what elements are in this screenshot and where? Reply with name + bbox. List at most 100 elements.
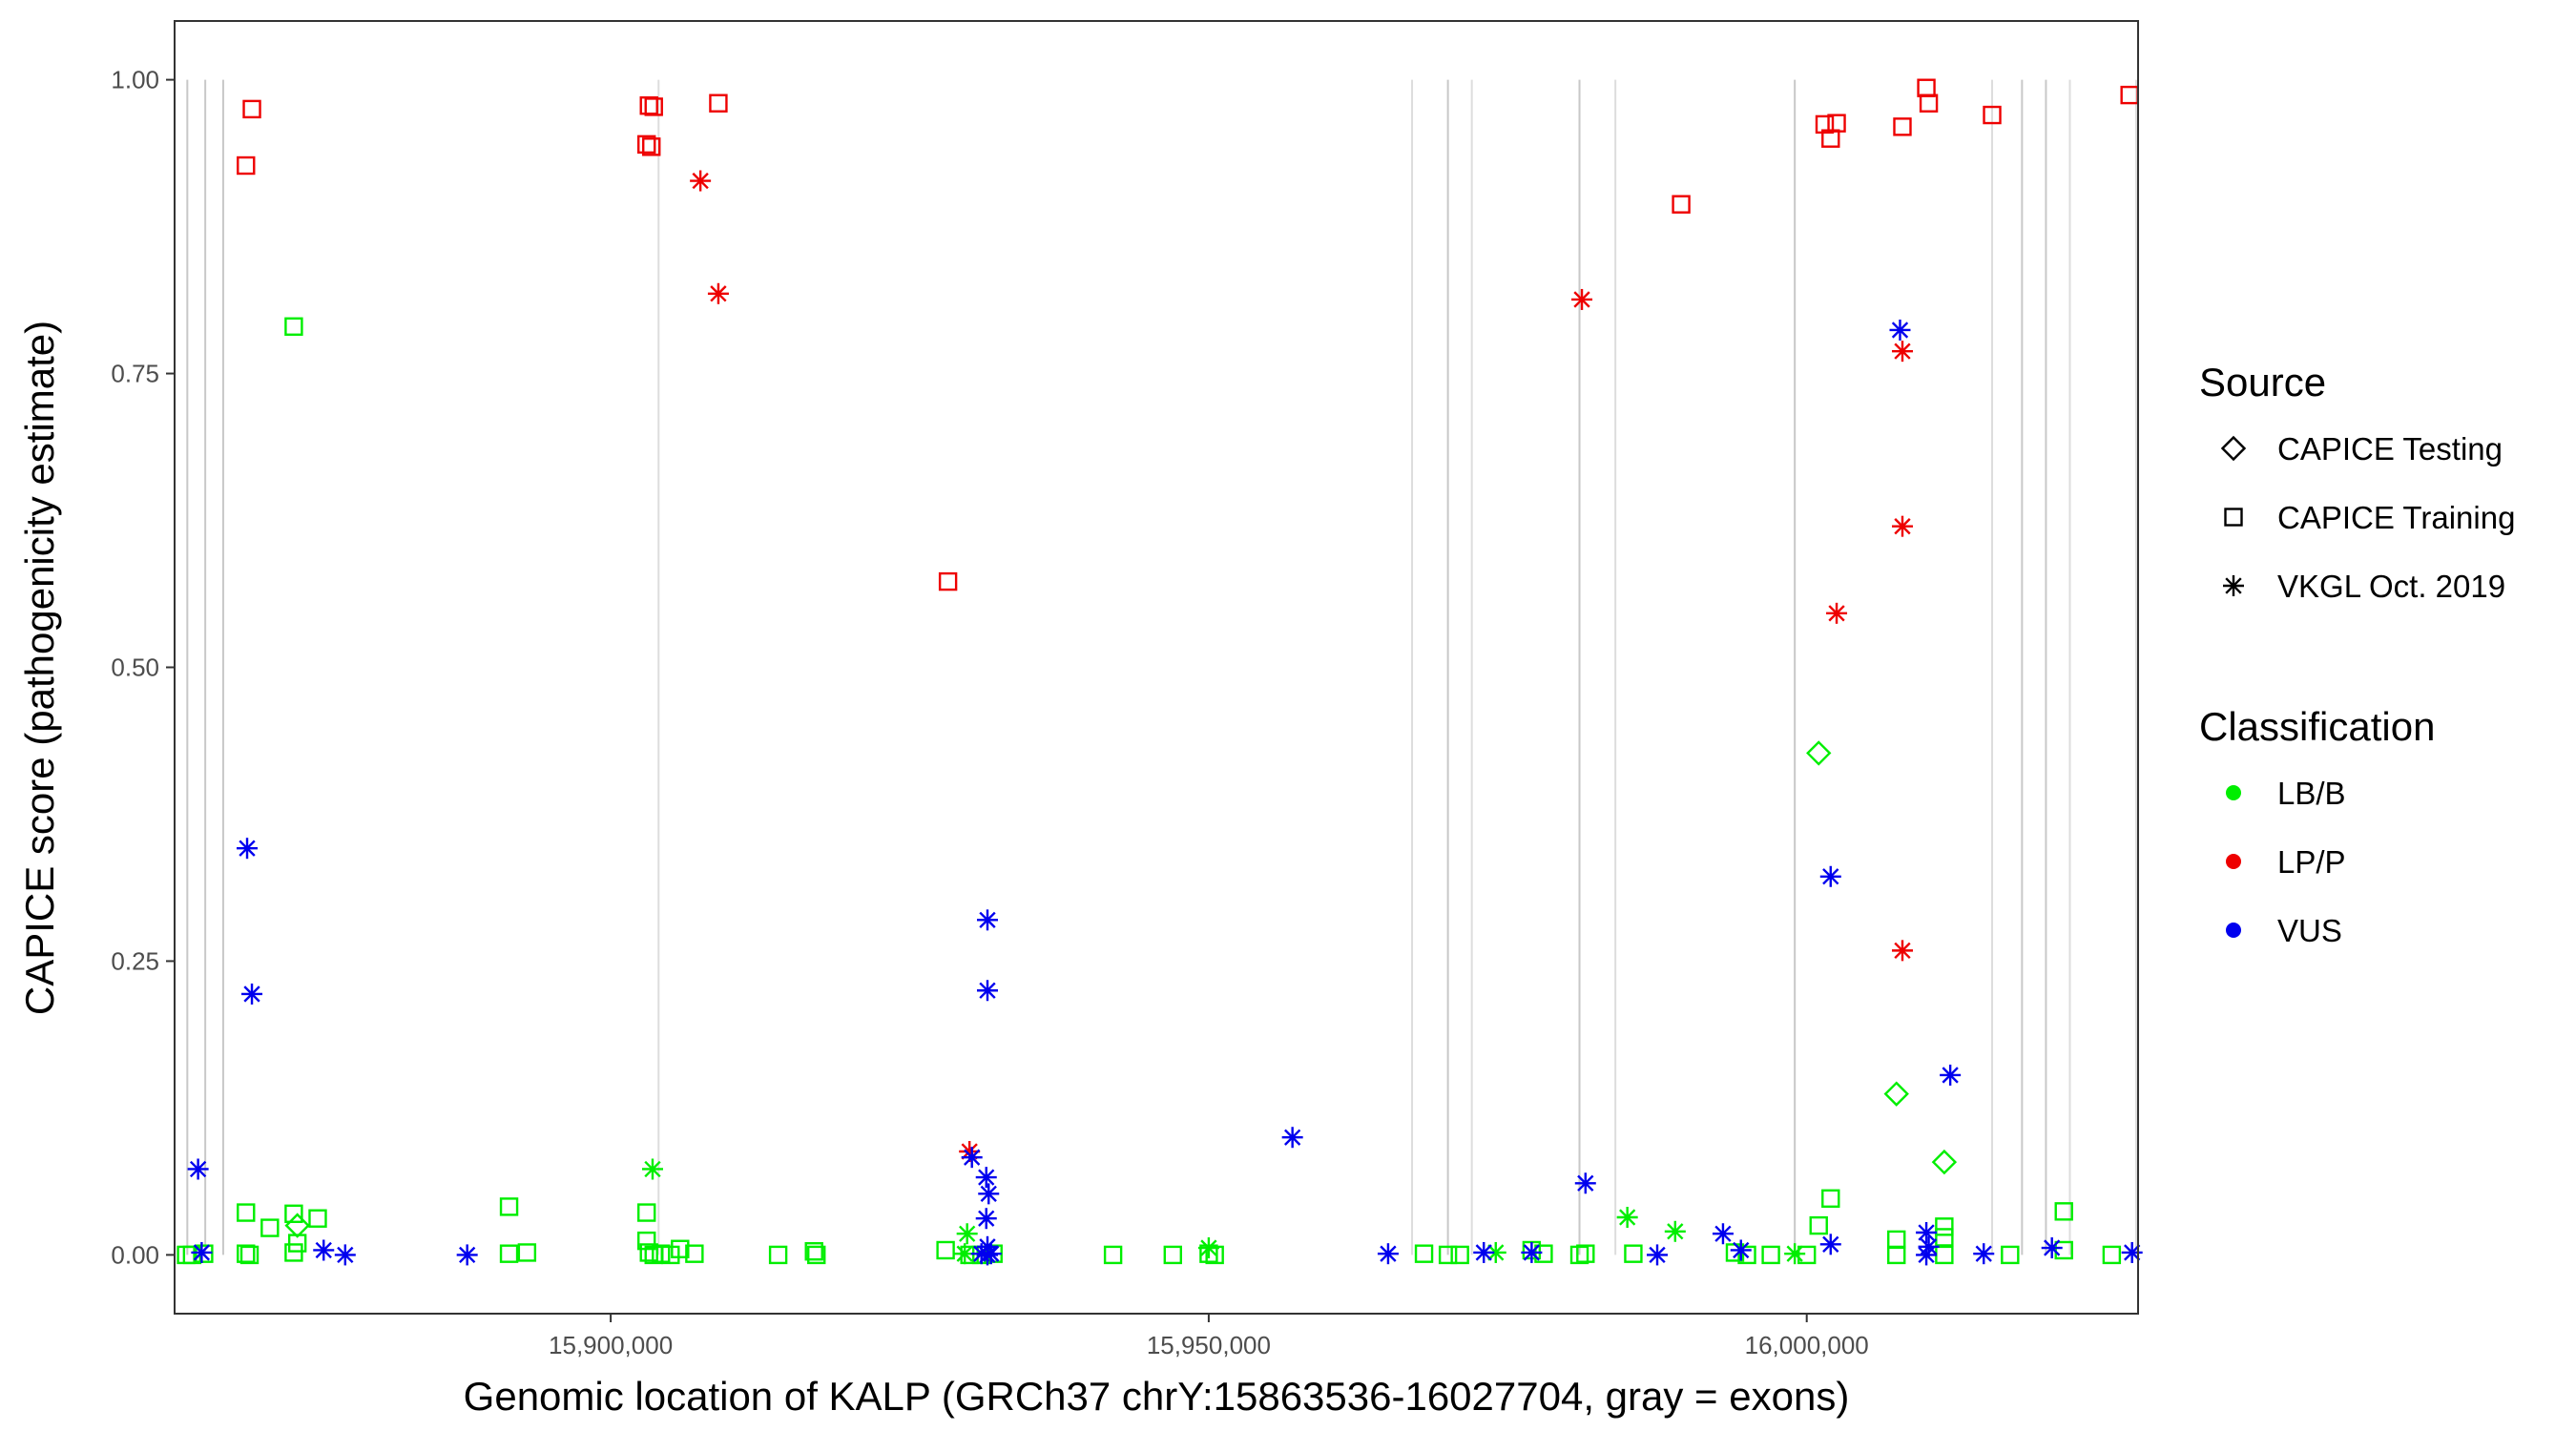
y-tick-label: 0.25 [111, 946, 159, 975]
legend-label: LP/P [2277, 844, 2346, 880]
data-point [2054, 1202, 2073, 1221]
legend-title: Classification [2199, 704, 2435, 749]
legend-title: Source [2199, 360, 2326, 404]
data-point [1737, 1245, 1756, 1265]
data-point [1935, 1217, 1954, 1236]
data-point [1473, 1241, 1495, 1263]
data-point [642, 137, 661, 156]
data-point [195, 1244, 214, 1263]
data-point [334, 1244, 356, 1266]
data-point [1574, 1172, 1596, 1194]
data-point [237, 1203, 256, 1222]
legend: Source CAPICE Testing CAPICE Training VKGL … [2199, 360, 2515, 948]
data-point [1916, 1244, 1938, 1266]
data-point [1931, 1149, 1958, 1175]
data-point [641, 1158, 663, 1180]
legend-label: LB/B [2277, 776, 2346, 811]
data-point [1534, 1244, 1553, 1263]
data-point [308, 1209, 327, 1228]
data-point [1889, 319, 1911, 341]
data-point [187, 1158, 209, 1180]
data-point [313, 1239, 335, 1261]
legend-label: CAPICE Testing [2277, 431, 2503, 467]
data-point [1887, 1245, 1906, 1265]
data-point [804, 1242, 823, 1261]
data-point [284, 1204, 303, 1223]
data-point [980, 1243, 1002, 1265]
data-point [961, 1147, 983, 1169]
data-point [1819, 865, 1841, 887]
data-point [1973, 1243, 1995, 1265]
data-point [1940, 1064, 1962, 1086]
data-point [1569, 1245, 1589, 1265]
data-point [1197, 1237, 1219, 1259]
data-point [1893, 117, 1912, 136]
data-point [1521, 1241, 1543, 1263]
legend-key [2226, 923, 2241, 938]
legend-key [2226, 854, 2241, 869]
x-tick-label: 15,950,000 [1147, 1331, 1271, 1359]
legend-key [2223, 575, 2244, 596]
data-point [284, 1213, 310, 1238]
data-point [936, 1240, 955, 1260]
data-point [1103, 1245, 1123, 1265]
data-point [639, 1243, 658, 1262]
data-point [1809, 1215, 1828, 1235]
data-point [284, 317, 303, 336]
data-point [1163, 1245, 1182, 1265]
data-point [1438, 1245, 1458, 1265]
y-axis: 0.00 0.25 0.50 0.75 1.00 [111, 66, 175, 1269]
data-point [499, 1197, 519, 1216]
data-point [1450, 1245, 1469, 1265]
data-point [2121, 1241, 2143, 1263]
data-point [707, 282, 729, 304]
data-point [1377, 1243, 1399, 1265]
legend-label: CAPICE Training [2277, 500, 2515, 535]
data-point [1281, 1127, 1303, 1149]
data-point [191, 1241, 213, 1263]
data-point [1819, 1234, 1841, 1255]
data-point [685, 1244, 704, 1263]
data-point [1883, 1081, 1909, 1107]
data-point [260, 1218, 280, 1237]
data-point [1916, 1222, 1938, 1244]
plot-panel-border [174, 20, 2139, 1315]
data-point [644, 97, 663, 116]
data-point [1821, 129, 1840, 148]
data-point [237, 156, 256, 176]
data-point [2102, 1245, 2122, 1265]
data-point [975, 1208, 997, 1230]
data-point [456, 1244, 478, 1266]
data-point [709, 93, 728, 113]
x-axis-title: Genomic location of KALP (GRCh37 chrY:15… [464, 1374, 1850, 1419]
data-point [1821, 1189, 1840, 1208]
data-point [1712, 1223, 1734, 1245]
data-point [1784, 1243, 1806, 1265]
data-point [237, 838, 259, 860]
data-point [956, 1223, 978, 1245]
data-point [1891, 940, 1913, 962]
data-point [975, 1167, 997, 1189]
x-tick-label: 16,000,000 [1745, 1331, 1869, 1359]
data-point [1826, 602, 1848, 624]
y-tick-label: 0.00 [111, 1240, 159, 1269]
data-point [661, 1245, 680, 1265]
data-points [177, 78, 2143, 1266]
data-point [637, 135, 656, 155]
data-point [1647, 1244, 1669, 1266]
data-point [1485, 1241, 1506, 1263]
legend-key [2224, 508, 2243, 527]
data-point [1414, 1244, 1434, 1263]
data-point [237, 1244, 256, 1263]
data-point [241, 983, 263, 1005]
data-point [768, 1245, 788, 1265]
data-point [652, 1244, 671, 1263]
data-point [1664, 1220, 1686, 1242]
data-point [976, 1244, 998, 1266]
data-point [1730, 1239, 1752, 1261]
exon-lines [186, 79, 2137, 1255]
data-point [284, 1243, 303, 1262]
data-point [938, 571, 958, 591]
data-point [2041, 1237, 2063, 1259]
